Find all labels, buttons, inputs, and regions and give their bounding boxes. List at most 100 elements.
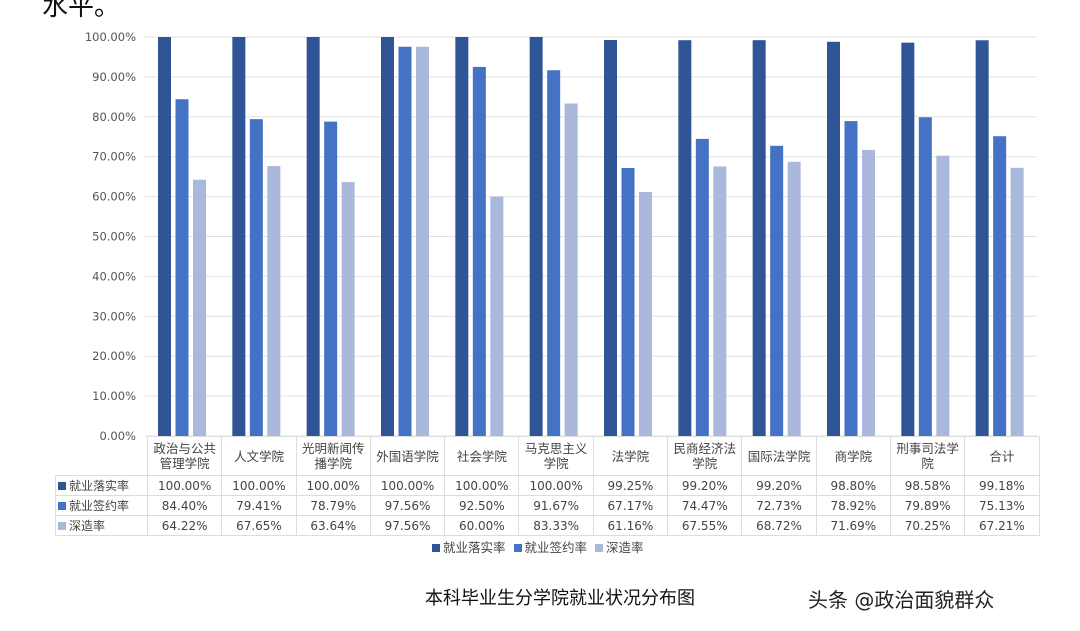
table-row: 就业落实率 100.00% 100.00% 100.00% 100.00% 100.00%…: [55, 475, 1040, 496]
y-tick-label: 60.00%: [92, 190, 136, 204]
bar: [249, 119, 263, 436]
bar: [341, 182, 355, 436]
category-label: 刑事司法学院: [889, 436, 966, 476]
category-label: 民商经济法学院: [667, 436, 743, 476]
y-tick-label: 90.00%: [92, 70, 136, 84]
category-label: 政治与公共管理学院: [146, 436, 223, 476]
data-label: 79.41%: [221, 495, 297, 516]
legend-item: 就业落实率: [432, 540, 506, 555]
data-label: 63.64%: [295, 515, 371, 536]
bar: [267, 166, 281, 437]
bar: [193, 179, 206, 436]
series-label: 深造率: [55, 515, 148, 536]
series-label: 就业落实率: [55, 475, 148, 496]
data-label: 67.17%: [592, 495, 669, 516]
data-label: 91.67%: [518, 495, 594, 516]
legend-item: 深造率: [595, 540, 644, 555]
bar: [901, 42, 915, 436]
data-label: 98.58%: [889, 475, 966, 496]
data-label: 64.22%: [146, 515, 223, 536]
category-label: 合计: [964, 436, 1040, 476]
bar: [564, 103, 578, 436]
data-label: 75.13%: [964, 495, 1040, 516]
bar: [862, 149, 875, 436]
category-label: 商学院: [815, 436, 891, 476]
bar: [936, 155, 950, 436]
data-label: 84.40%: [146, 495, 223, 516]
data-label: 99.20%: [667, 475, 743, 496]
data-label: 100.00%: [221, 475, 297, 496]
y-tick-label: 80.00%: [92, 110, 136, 124]
bar: [1010, 167, 1024, 437]
bar: [713, 166, 727, 436]
bar: [490, 196, 504, 436]
data-label: 68.72%: [741, 515, 817, 536]
bar: [918, 117, 932, 437]
data-label: 100.00%: [146, 475, 223, 496]
bar: [639, 191, 652, 436]
y-tick-label: 0.00%: [99, 429, 136, 440]
legend-swatch: [595, 544, 604, 552]
data-label: 83.33%: [518, 515, 594, 536]
data-label: 78.79%: [295, 495, 371, 516]
bar: [529, 37, 543, 436]
bar: [158, 37, 171, 436]
bar: [398, 46, 412, 437]
bar: [787, 161, 801, 437]
y-tick-label: 70.00%: [92, 150, 136, 164]
bar: [416, 46, 429, 437]
bar: [604, 39, 617, 437]
legend-swatch: [58, 522, 66, 530]
bar: [993, 136, 1007, 436]
data-label: 70.25%: [889, 515, 966, 536]
data-label: 100.00%: [295, 475, 371, 496]
category-label: 马克思主义学院: [518, 436, 594, 476]
table-row: 深造率 64.22% 67.65% 63.64% 97.56% 60.00% 83.33% 6…: [55, 515, 1040, 536]
data-label: 100.00%: [444, 475, 520, 496]
watermark: 头条 @政治面貌群众: [808, 588, 995, 612]
corner-cell: [56, 437, 148, 476]
data-label: 100.00%: [518, 475, 594, 496]
y-tick-label: 100.00%: [85, 30, 136, 44]
legend-swatch: [58, 502, 66, 510]
y-tick-label: 40.00%: [92, 269, 136, 283]
data-label: 97.56%: [369, 495, 446, 516]
bar: [844, 121, 858, 437]
bar: [455, 37, 469, 436]
data-label: 67.65%: [221, 515, 297, 536]
category-label: 光明新闻传播学院: [295, 436, 371, 476]
bar: [621, 167, 635, 436]
y-tick-label: 20.00%: [92, 349, 136, 363]
category-label: 社会学院: [444, 436, 520, 476]
data-label: 100.00%: [369, 475, 446, 496]
data-label: 71.69%: [815, 515, 891, 536]
category-label: 法学院: [592, 436, 669, 476]
bar: [975, 40, 989, 437]
data-label: 67.55%: [667, 515, 743, 536]
data-label: 79.89%: [889, 495, 966, 516]
y-tick-label: 30.00%: [92, 309, 136, 323]
table-row: 就业签约率 84.40% 79.41% 78.79% 97.56% 92.50% 91.67…: [55, 495, 1040, 516]
bar-chart: 0.00% 10.00% 20.00% 30.00% 40.00% 50.00% 60.00…: [85, 30, 1037, 440]
data-label: 99.25%: [592, 475, 669, 496]
y-tick-label: 50.00%: [92, 230, 136, 244]
category-label: 外国语学院: [369, 436, 446, 476]
data-label: 72.73%: [741, 495, 817, 516]
data-label: 99.18%: [964, 475, 1040, 496]
bar: [752, 40, 766, 436]
top-text: 水平。: [42, 0, 121, 22]
bar: [695, 138, 709, 437]
chart-caption: 本科毕业生分学院就业状况分布图: [425, 588, 695, 609]
bar: [678, 40, 692, 436]
table-header-row: 政治与公共管理学院 人文学院 光明新闻传播学院 外国语学院 社会学院 马克思主义学院 法学院…: [56, 436, 1040, 476]
data-label: 61.16%: [592, 515, 669, 536]
bar: [232, 37, 246, 436]
data-label: 78.92%: [815, 495, 891, 516]
legend-item: 就业签约率: [513, 540, 587, 555]
legend-swatch: [432, 544, 440, 552]
bar: [175, 99, 189, 436]
legend-swatch: [513, 544, 522, 552]
bar: [324, 121, 338, 436]
bar: [306, 37, 320, 436]
y-tick-label: 10.00%: [92, 389, 136, 403]
